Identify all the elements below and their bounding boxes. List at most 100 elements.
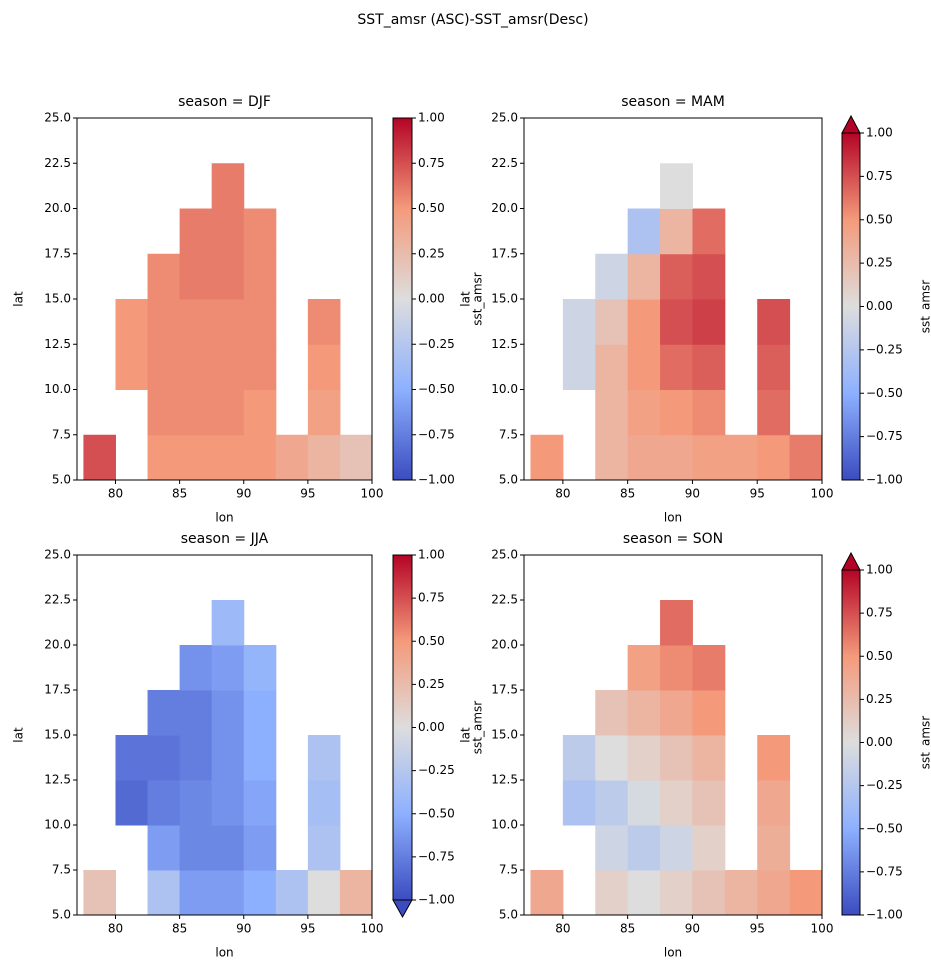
heat-cell	[115, 344, 149, 390]
heat-cell	[757, 389, 791, 436]
heat-cell	[115, 735, 149, 781]
colorbar-tick-label: 0.00	[418, 720, 445, 734]
heat-cell	[307, 434, 341, 481]
x-tick-label: 95	[300, 922, 315, 936]
x-axis-label: lon	[664, 946, 682, 960]
heat-cell	[179, 735, 213, 781]
colorbar-tick-label: −0.50	[418, 382, 455, 396]
panel-title: season = MAM	[621, 94, 725, 110]
heat-cell	[627, 208, 661, 255]
y-tick-label: 15.0	[44, 728, 71, 742]
colorbar	[841, 132, 861, 481]
heat-cell	[243, 780, 277, 826]
heat-cell	[83, 870, 116, 916]
colorbar-tick-label: −0.50	[866, 386, 903, 400]
colorbar-tick-label: 0.75	[866, 169, 893, 183]
heat-cell	[660, 870, 693, 916]
y-tick-label: 25.0	[491, 111, 518, 125]
heat-cell	[692, 344, 726, 390]
x-tick-label: 80	[108, 487, 123, 501]
heat-cell	[147, 253, 181, 300]
colorbar-tick-label: −0.75	[866, 864, 903, 878]
x-tick-label: 100	[361, 922, 384, 936]
heat-cell	[757, 735, 791, 781]
heat-cell	[179, 434, 213, 481]
x-axis-label: lon	[215, 511, 233, 525]
colorbar-tick-label: 0.25	[418, 246, 445, 260]
heat-cell	[243, 870, 277, 916]
y-tick-label: 7.5	[52, 427, 71, 441]
y-tick-label: 20.0	[491, 201, 518, 215]
colorbar-extend	[841, 114, 861, 134]
y-tick-label: 10.0	[44, 382, 71, 396]
colorbar-tick-label: 0.50	[418, 634, 445, 648]
y-tick-label: 5.0	[499, 908, 518, 922]
colorbar-tick-label: −0.75	[866, 429, 903, 443]
heat-cell	[211, 780, 245, 826]
figure-title: SST_amsr (ASC)-SST_amsr(Desc)	[357, 12, 588, 28]
heat-cell	[562, 735, 596, 781]
heat-cell	[243, 645, 277, 691]
x-tick-label: 90	[685, 922, 700, 936]
heat-cell	[627, 825, 661, 871]
y-axis-label: lat	[459, 727, 473, 743]
colorbar-tick-label: 0.75	[866, 606, 893, 620]
y-tick-label: 15.0	[44, 292, 71, 306]
x-tick-label: 95	[300, 487, 315, 501]
heat-cell	[211, 253, 245, 300]
heat-cell	[595, 344, 629, 390]
colorbar-tick-label: −0.75	[418, 849, 455, 863]
heat-cell	[595, 434, 629, 481]
heat-cell	[243, 735, 277, 781]
heat-cell	[339, 870, 373, 916]
colorbar-tick-label: 0.50	[866, 649, 893, 663]
heat-cell	[595, 389, 629, 436]
heat-cell	[627, 344, 661, 390]
heat-cell	[660, 434, 693, 481]
colorbar-label: sst_amsr	[471, 272, 485, 326]
y-tick-label: 5.0	[499, 473, 518, 487]
heat-cell	[243, 253, 277, 300]
heat-cell	[724, 434, 758, 481]
colorbar-label: sst_amsr	[919, 280, 931, 334]
heat-cell	[211, 299, 245, 345]
heat-cell	[211, 825, 245, 871]
heat-cell	[660, 163, 693, 209]
heat-cell	[243, 344, 277, 390]
y-tick-label: 22.5	[44, 156, 71, 170]
y-tick-label: 17.5	[491, 683, 518, 697]
colorbar-tick-label: −1.00	[866, 908, 903, 922]
heat-cell	[562, 780, 596, 826]
heat-cell	[179, 825, 213, 871]
heat-cell	[179, 344, 213, 390]
heat-cell	[147, 825, 181, 871]
heat-cell	[757, 344, 791, 390]
heat-cell	[627, 253, 661, 300]
heat-cell	[757, 434, 791, 481]
x-tick-label: 100	[811, 487, 834, 501]
heat-cell	[307, 299, 341, 345]
y-tick-label: 12.5	[491, 337, 518, 351]
heat-cell	[595, 253, 629, 300]
heat-cell	[339, 434, 373, 481]
colorbar-tick-label: 0.00	[418, 292, 445, 306]
heat-cell	[562, 344, 596, 390]
y-tick-label: 5.0	[52, 473, 71, 487]
colorbar-tick-label: 0.25	[866, 692, 893, 706]
heat-cell	[660, 780, 693, 826]
heat-cell	[724, 870, 758, 916]
y-tick-label: 22.5	[491, 156, 518, 170]
colorbar-extend	[841, 551, 861, 571]
colorbar	[392, 554, 413, 901]
y-axis-label: lat	[12, 291, 26, 307]
heat-cell	[757, 299, 791, 345]
heat-cell	[692, 870, 726, 916]
heat-cell	[211, 645, 245, 691]
colorbar-tick-label: −1.00	[418, 893, 455, 907]
heat-cell	[147, 434, 181, 481]
heat-cell	[243, 825, 277, 871]
y-tick-label: 20.0	[44, 638, 71, 652]
x-tick-label: 100	[811, 922, 834, 936]
x-axis-label: lon	[215, 946, 233, 960]
y-tick-label: 12.5	[44, 337, 71, 351]
